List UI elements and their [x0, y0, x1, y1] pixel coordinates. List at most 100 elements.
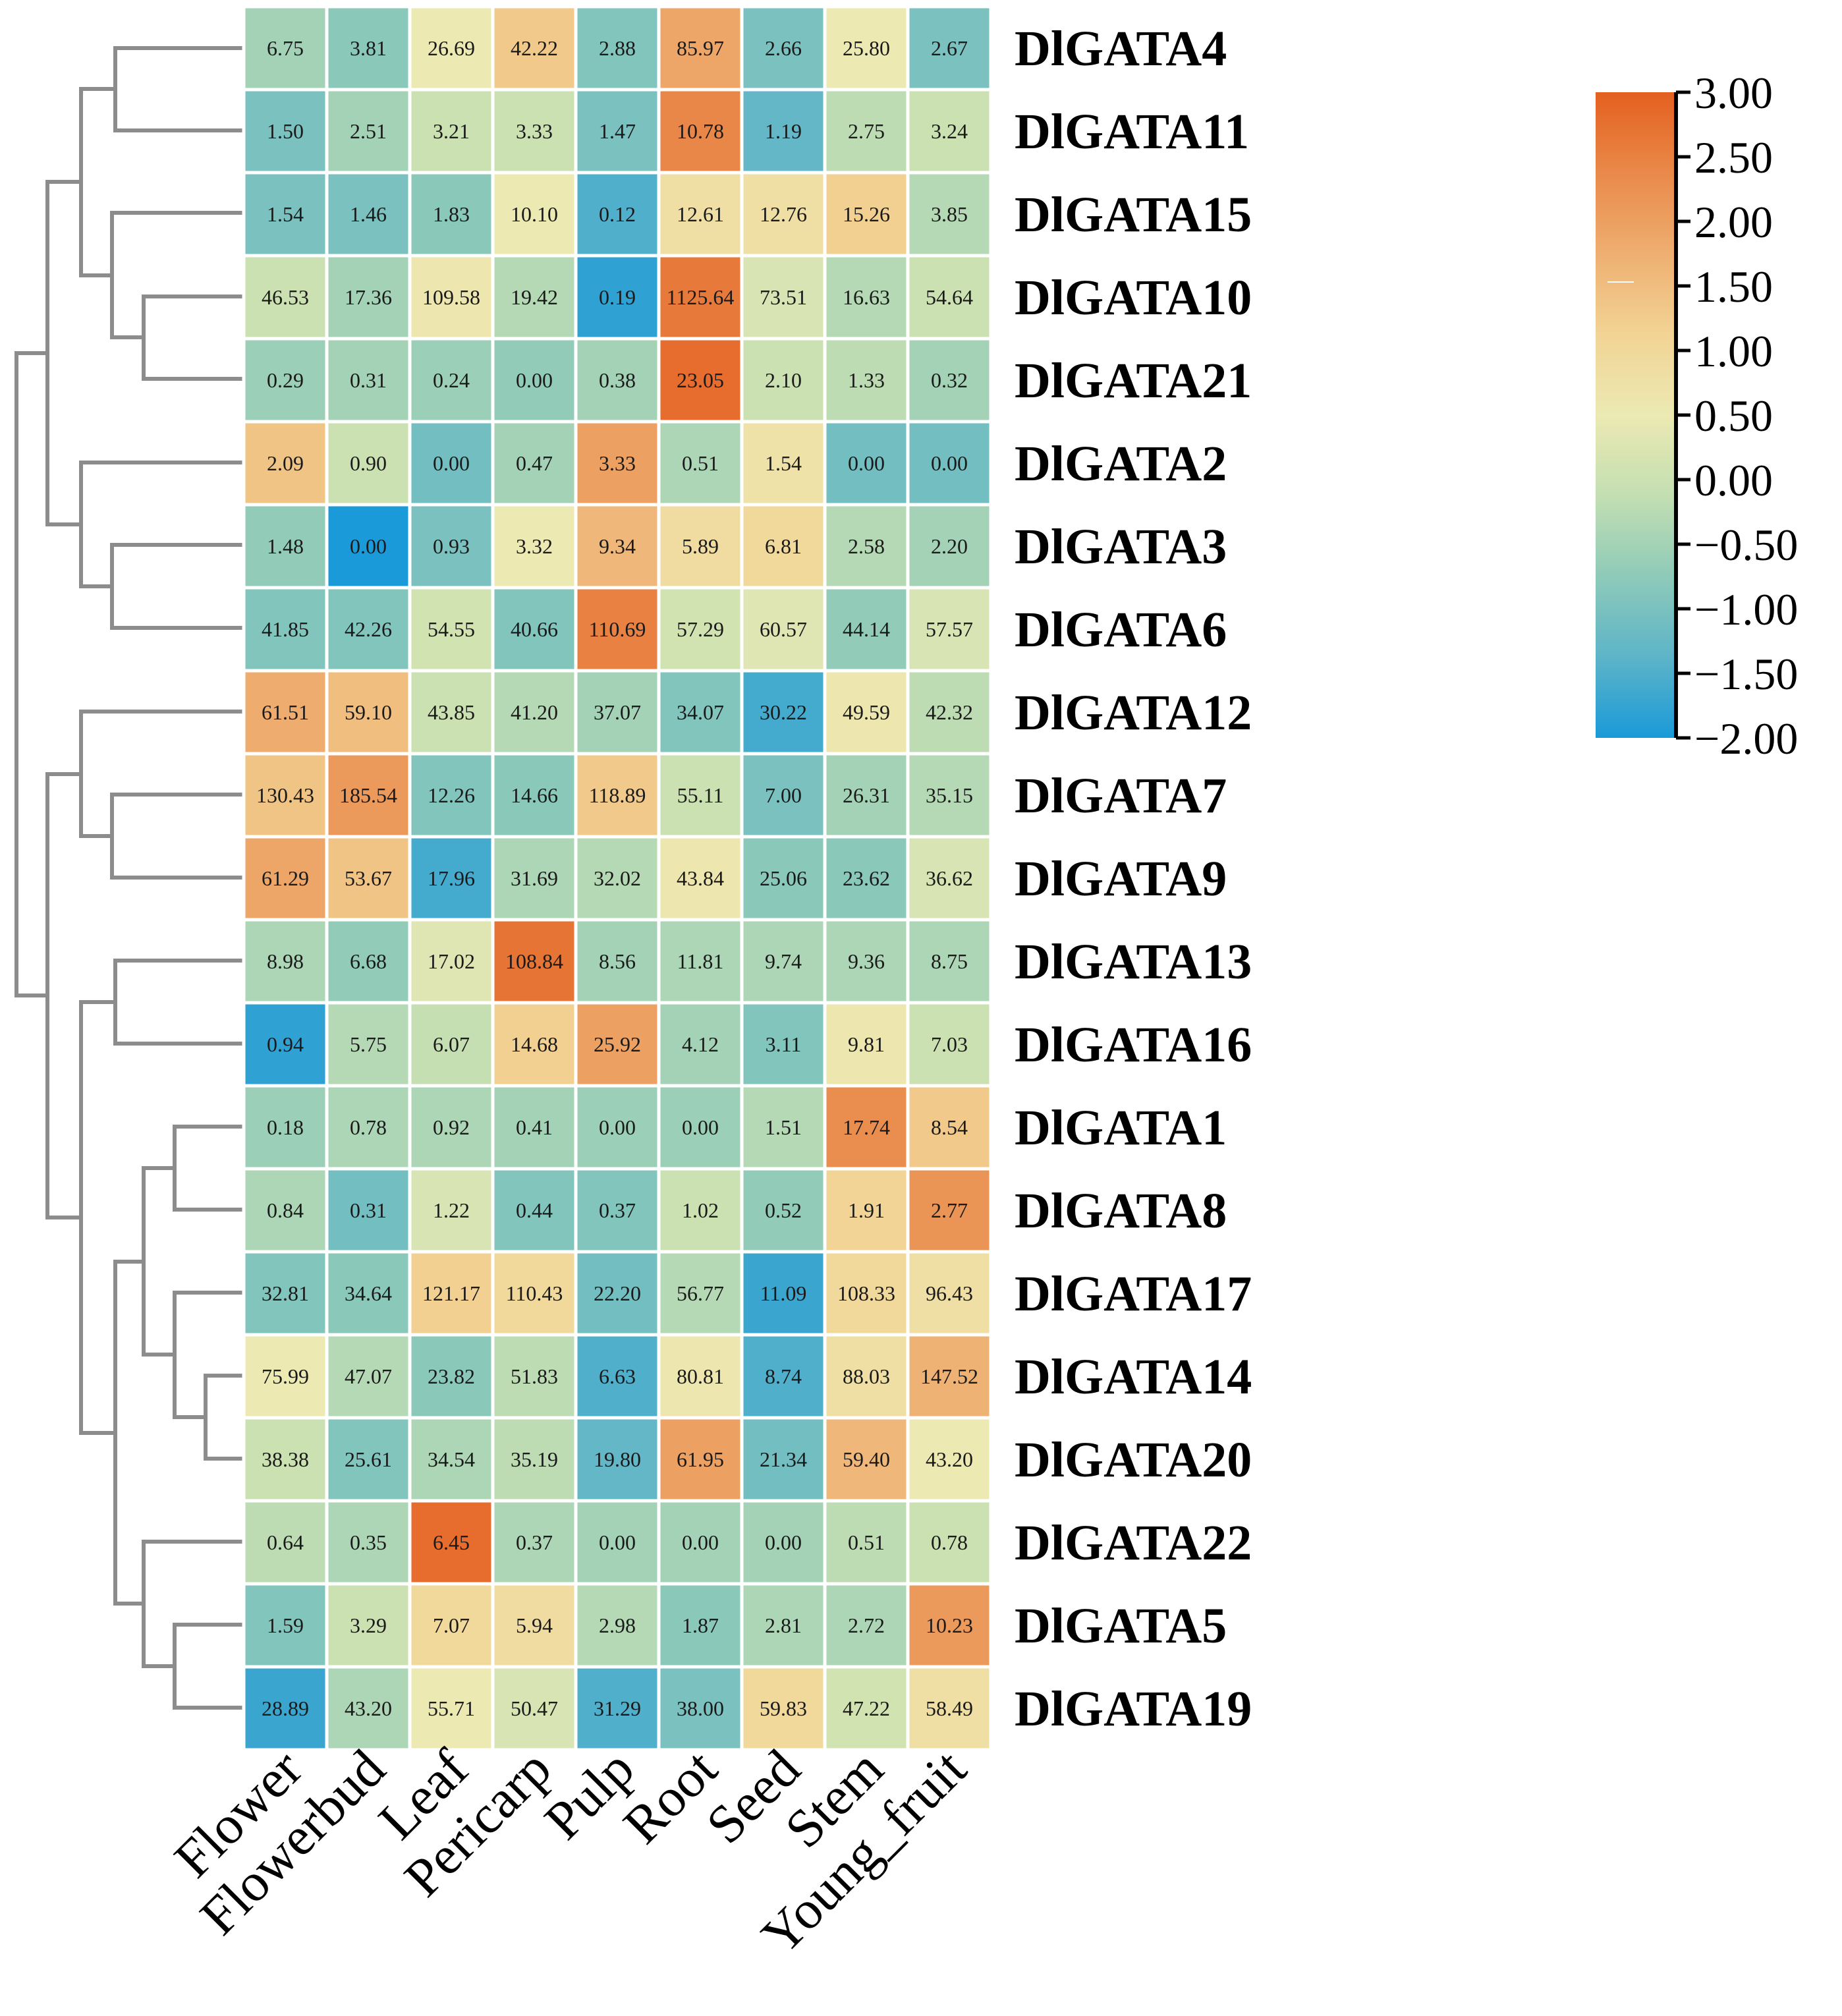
cell-value-label: 57.29	[677, 617, 724, 641]
row-label: DlGATA7	[1015, 768, 1227, 824]
cell-value-label: 108.33	[837, 1281, 895, 1305]
cell-value-label: 8.54	[931, 1115, 968, 1139]
cell-value-label: 1.47	[599, 119, 636, 143]
heatmap-cell	[325, 503, 412, 590]
heatmap-cell	[906, 88, 993, 175]
cell-value-label: 0.52	[765, 1198, 802, 1222]
cell-value-label: 0.00	[682, 1530, 719, 1554]
cell-value-label: 14.68	[511, 1032, 558, 1056]
cell-value-label: 49.59	[843, 700, 890, 724]
heatmap-cell	[408, 254, 495, 341]
dendrogram-branch	[173, 1291, 246, 1419]
heatmap-grid: 6.75 3.81 26.69 42.22 2.88 85.97 2.66 25.80 2.67…	[242, 5, 993, 1752]
cell-value-label: 37.07	[594, 700, 641, 724]
heatmap-cell	[740, 1001, 827, 1088]
dendrogram-branch	[110, 211, 246, 339]
heatmap-cell	[325, 1665, 412, 1752]
cell-value-label: 42.26	[345, 617, 392, 641]
cell-value-label: 25.80	[843, 36, 890, 60]
cell-value-label: 16.63	[843, 285, 890, 309]
cell-value-label: 9.34	[599, 534, 636, 558]
cell-value-label: 34.64	[345, 1281, 392, 1305]
cell-value-label: 1125.64	[667, 285, 735, 309]
cell-value-label: 0.24	[433, 368, 470, 392]
cell-value-label: 50.47	[511, 1696, 558, 1720]
cell-value-label: 1.46	[350, 202, 387, 226]
heatmap-cell	[906, 337, 993, 424]
cell-value-label: 25.92	[594, 1032, 641, 1056]
cell-value-label: 1.54	[765, 451, 802, 475]
heatmap-cell	[740, 5, 827, 92]
colorbar-tick-label: 1.00	[1694, 326, 1773, 376]
heatmap-cell	[408, 1333, 495, 1420]
cell-value-label: 43.84	[677, 866, 724, 890]
cell-value-label: 28.89	[262, 1696, 309, 1720]
colorbar-tick-label: 0.50	[1694, 391, 1773, 441]
row-label: DlGATA8	[1015, 1183, 1227, 1239]
heatmap-cell	[242, 5, 329, 92]
row-label: DlGATA1	[1015, 1100, 1227, 1156]
heatmap-cell	[740, 1333, 827, 1420]
heatmap-cell	[491, 1499, 578, 1586]
cell-value-label: 8.56	[599, 949, 636, 973]
cell-value-label: 1.19	[765, 119, 802, 143]
cell-value-label: 26.31	[843, 783, 890, 807]
cell-value-label: 2.67	[931, 36, 968, 60]
cell-value-label: 75.99	[262, 1364, 309, 1388]
heatmap-cell	[491, 669, 578, 756]
heatmap-cell	[823, 1665, 910, 1752]
cell-value-label: 0.00	[433, 451, 470, 475]
cell-value-label: 47.22	[843, 1696, 890, 1720]
cell-value-label: 11.81	[677, 949, 724, 973]
column-label: Pulp	[533, 1738, 646, 1851]
cell-value-label: 88.03	[843, 1364, 890, 1388]
cell-value-label: 6.81	[765, 534, 802, 558]
cell-value-label: 12.26	[428, 783, 475, 807]
heatmap-cell	[574, 1499, 661, 1586]
cell-value-label: 23.05	[677, 368, 724, 392]
cell-value-label: 2.98	[599, 1613, 636, 1637]
cell-value-label: 0.78	[350, 1115, 387, 1139]
cell-value-label: 1.87	[682, 1613, 719, 1637]
heatmap-cell	[740, 88, 827, 175]
heatmap-cell	[574, 337, 661, 424]
cell-value-label: 8.75	[931, 949, 968, 973]
cell-value-label: 32.81	[262, 1281, 309, 1305]
colorbar-tick-label: 2.00	[1694, 197, 1773, 247]
colorbar-tick-label: −1.00	[1694, 584, 1798, 634]
row-label: DlGATA12	[1015, 685, 1252, 741]
cell-value-label: 14.66	[511, 783, 558, 807]
cell-value-label: 3.11	[766, 1032, 802, 1056]
cell-value-label: 0.64	[267, 1530, 304, 1554]
cell-value-label: 41.85	[262, 617, 309, 641]
heatmap-cell	[574, 1582, 661, 1669]
dendrogram-branch	[45, 772, 83, 1219]
row-label: DlGATA10	[1015, 270, 1252, 325]
heatmap-cell	[491, 1333, 578, 1420]
row-label: DlGATA2	[1015, 436, 1227, 491]
cell-value-label: 0.38	[599, 368, 636, 392]
row-label: DlGATA22	[1015, 1515, 1252, 1571]
heatmap-cell	[325, 171, 412, 258]
colorbar-tick-label: 3.00	[1694, 68, 1773, 118]
cell-value-label: 0.00	[599, 1115, 636, 1139]
heatmap-cell	[740, 1250, 827, 1337]
cell-value-label: 5.94	[516, 1613, 553, 1637]
heatmap-cell	[906, 503, 993, 590]
dendrogram-branch	[14, 351, 49, 997]
cell-value-label: 10.23	[926, 1613, 973, 1637]
dendrogram-branch	[79, 461, 246, 588]
cell-value-label: 51.83	[511, 1364, 558, 1388]
cell-value-label: 3.33	[516, 119, 553, 143]
cell-value-label: 0.00	[599, 1530, 636, 1554]
colorbar-tick-label: −1.50	[1694, 649, 1798, 699]
row-label: DlGATA4	[1015, 21, 1227, 76]
cell-value-label: 0.41	[516, 1115, 553, 1139]
cell-value-label: 147.52	[920, 1364, 978, 1388]
cell-value-label: 56.77	[677, 1281, 724, 1305]
cell-value-label: 9.36	[848, 949, 885, 973]
heatmap-cell	[657, 752, 744, 839]
heatmap-cell	[242, 1665, 329, 1752]
cell-value-label: 6.75	[267, 36, 304, 60]
heatmap-cell	[574, 420, 661, 507]
